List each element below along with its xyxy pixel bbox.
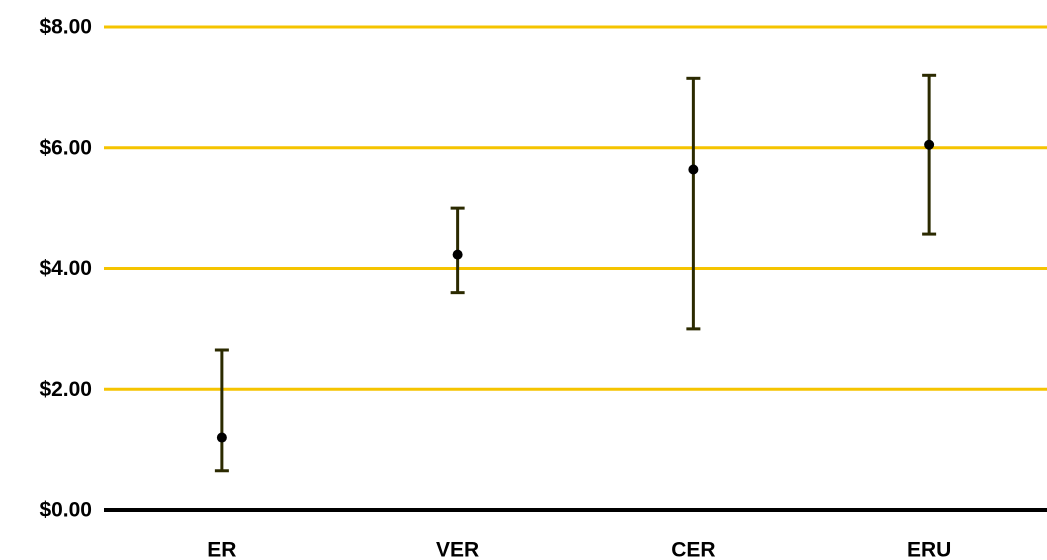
y-tick-label: $6.00 xyxy=(39,136,92,159)
data-series xyxy=(214,73,937,473)
data-point xyxy=(688,164,699,175)
y-tick-label: $8.00 xyxy=(39,16,92,39)
y-tick-label: $2.00 xyxy=(39,378,92,401)
y-tick-label: $0.00 xyxy=(39,499,92,522)
x-tick-label: ER xyxy=(207,539,236,560)
data-point xyxy=(452,249,463,260)
x-tick-label: CER xyxy=(671,539,715,560)
x-axis-tick-labels: ER VER CER ERU xyxy=(207,539,951,560)
gridlines xyxy=(104,25,1047,512)
y-tick-label: $4.00 xyxy=(39,257,92,280)
data-point xyxy=(216,432,227,443)
x-tick-label: VER xyxy=(436,539,479,560)
y-axis-tick-labels: $0.00 $2.00 $4.00 $6.00 $8.00 xyxy=(39,16,92,522)
x-tick-label: ERU xyxy=(907,539,951,560)
data-point xyxy=(924,139,935,150)
